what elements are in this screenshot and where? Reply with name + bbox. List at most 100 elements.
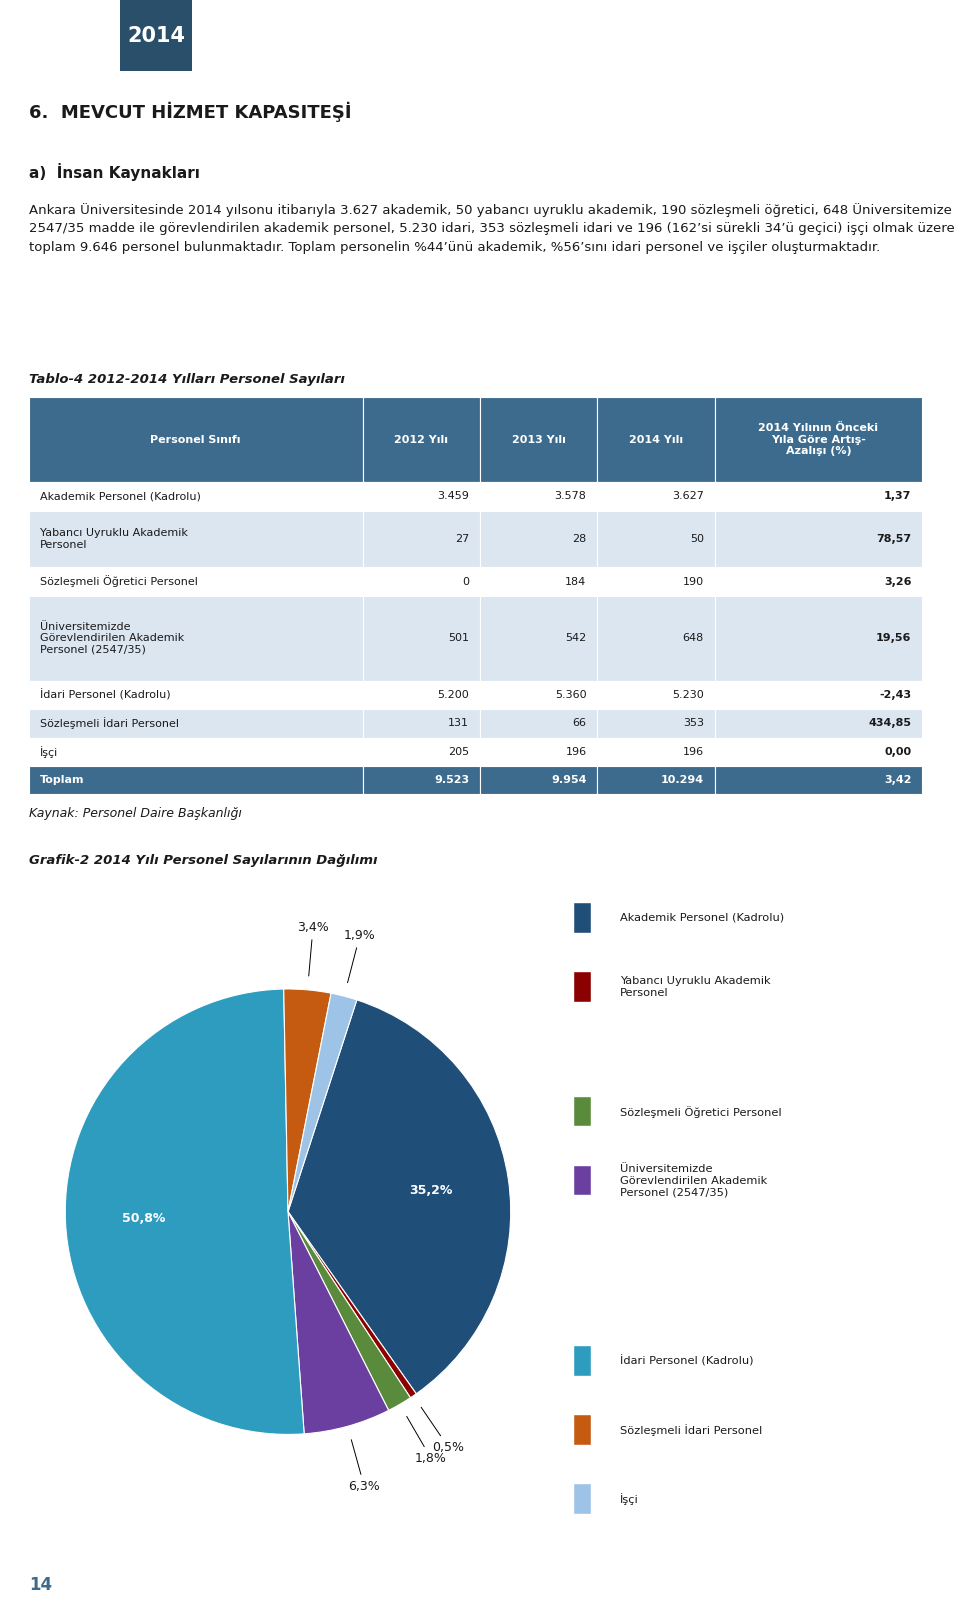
Text: 2014: 2014 — [128, 26, 185, 45]
Bar — [29, 710, 363, 738]
Text: 50,8%: 50,8% — [122, 1213, 165, 1225]
Bar — [714, 681, 923, 710]
Wedge shape — [284, 989, 331, 1213]
Text: 196: 196 — [683, 747, 704, 757]
Text: 35,2%: 35,2% — [410, 1183, 453, 1196]
Bar — [480, 397, 597, 483]
Text: 3.459: 3.459 — [438, 491, 469, 501]
Text: 1,37: 1,37 — [884, 491, 911, 501]
Bar — [597, 767, 714, 794]
Bar — [480, 681, 597, 710]
Bar — [597, 710, 714, 738]
Text: Tablo-4 2012-2014 Yılları Personel Sayıları: Tablo-4 2012-2014 Yılları Personel Sayıl… — [29, 373, 345, 386]
Text: 1,9%: 1,9% — [344, 929, 375, 982]
Text: 2014 Yılı: 2014 Yılı — [629, 434, 683, 444]
Text: 66: 66 — [572, 718, 587, 728]
Bar — [714, 710, 923, 738]
Text: 3,26: 3,26 — [884, 577, 911, 587]
Text: Üniversitemizde
Görevlendirilen Akademik
Personel (2547/35): Üniversitemizde Görevlendirilen Akademik… — [620, 1164, 767, 1198]
Text: 5.200: 5.200 — [438, 691, 469, 700]
Text: 27: 27 — [455, 533, 469, 545]
Text: 2014 Yılının Önceki
Yıla Göre Artış-
Azalışı (%): 2014 Yılının Önceki Yıla Göre Artış- Aza… — [758, 423, 878, 457]
Text: Yabancı Uyruklu Akademik
Personel: Yabancı Uyruklu Akademik Personel — [39, 528, 187, 550]
Bar — [597, 595, 714, 681]
Text: 5.360: 5.360 — [555, 691, 587, 700]
Bar — [714, 511, 923, 567]
Text: 542: 542 — [565, 634, 587, 644]
Text: 205: 205 — [448, 747, 469, 757]
Bar — [363, 397, 480, 483]
Wedge shape — [288, 1213, 389, 1435]
Bar — [363, 567, 480, 595]
Text: 0,00: 0,00 — [884, 747, 911, 757]
Text: 5.230: 5.230 — [672, 691, 704, 700]
Bar — [120, 0, 192, 71]
Bar — [714, 567, 923, 595]
Text: 434,85: 434,85 — [869, 718, 911, 728]
Text: Yabancı Uyruklu Akademik
Personel: Yabancı Uyruklu Akademik Personel — [620, 976, 771, 997]
Bar — [574, 1415, 591, 1444]
Text: a)  İnsan Kaynakları: a) İnsan Kaynakları — [29, 162, 200, 182]
Wedge shape — [288, 1213, 417, 1397]
Bar — [29, 511, 363, 567]
Text: 501: 501 — [448, 634, 469, 644]
Bar — [480, 767, 597, 794]
Bar — [363, 738, 480, 767]
Text: Akademik Personel (Kadrolu): Akademik Personel (Kadrolu) — [620, 913, 784, 922]
Bar — [29, 681, 363, 710]
Text: 131: 131 — [448, 718, 469, 728]
Bar — [574, 1485, 591, 1514]
Text: 28: 28 — [572, 533, 587, 545]
Text: Grafik-2 2014 Yılı Personel Sayılarının Dağılımı: Grafik-2 2014 Yılı Personel Sayılarının … — [29, 854, 377, 867]
Text: İşçi: İşçi — [620, 1493, 639, 1504]
Bar — [714, 595, 923, 681]
Bar — [363, 595, 480, 681]
Text: 19,56: 19,56 — [876, 634, 911, 644]
Text: 10.294: 10.294 — [660, 775, 704, 785]
Bar — [480, 738, 597, 767]
Wedge shape — [288, 994, 357, 1213]
Wedge shape — [65, 989, 304, 1435]
Text: 648: 648 — [683, 634, 704, 644]
Text: YATIRIM PROGRAMI İZLEME VE DEĞERLENDİRME RAPORU: YATIRIM PROGRAMI İZLEME VE DEĞERLENDİRME… — [206, 26, 741, 45]
Text: 196: 196 — [565, 747, 587, 757]
Text: Sözleşmeli İdari Personel: Sözleşmeli İdari Personel — [39, 718, 179, 729]
Text: 0: 0 — [462, 577, 469, 587]
Bar — [480, 483, 597, 511]
Text: 14: 14 — [29, 1576, 52, 1593]
Bar — [714, 738, 923, 767]
Bar — [363, 511, 480, 567]
Bar — [597, 397, 714, 483]
Text: 1,8%: 1,8% — [407, 1417, 447, 1465]
Text: 3,4%: 3,4% — [297, 921, 329, 976]
Text: 3.627: 3.627 — [672, 491, 704, 501]
Wedge shape — [288, 1000, 511, 1394]
Bar — [29, 738, 363, 767]
Text: Üniversitemizde
Görevlendirilen Akademik
Personel (2547/35): Üniversitemizde Görevlendirilen Akademik… — [39, 622, 184, 655]
Text: 3,42: 3,42 — [884, 775, 911, 785]
Bar — [597, 567, 714, 595]
Bar — [363, 710, 480, 738]
Text: 6.  MEVCUT HİZMET KAPASITEŞİ: 6. MEVCUT HİZMET KAPASITEŞİ — [29, 102, 351, 122]
Bar — [29, 483, 363, 511]
Text: 2012 Yılı: 2012 Yılı — [395, 434, 448, 444]
Bar — [363, 767, 480, 794]
Bar — [714, 397, 923, 483]
Text: Sözleşmeli Öğretici Personel: Sözleşmeli Öğretici Personel — [39, 575, 198, 587]
Text: 353: 353 — [683, 718, 704, 728]
Text: Personel Sınıfı: Personel Sınıfı — [151, 434, 241, 444]
Text: 184: 184 — [565, 577, 587, 587]
Text: Toplam: Toplam — [39, 775, 84, 785]
Text: Akademik Personel (Kadrolu): Akademik Personel (Kadrolu) — [39, 491, 201, 501]
Text: Sözleşmeli Öğretici Personel: Sözleşmeli Öğretici Personel — [620, 1106, 781, 1117]
Bar — [597, 681, 714, 710]
Bar — [597, 511, 714, 567]
Text: Sözleşmeli İdari Personel: Sözleşmeli İdari Personel — [620, 1423, 762, 1436]
Bar — [29, 567, 363, 595]
Text: 78,57: 78,57 — [876, 533, 911, 545]
Bar — [574, 903, 591, 932]
Text: İdari Personel (Kadrolu): İdari Personel (Kadrolu) — [620, 1355, 754, 1367]
Bar — [574, 973, 591, 1002]
Text: 50: 50 — [690, 533, 704, 545]
Bar — [480, 710, 597, 738]
